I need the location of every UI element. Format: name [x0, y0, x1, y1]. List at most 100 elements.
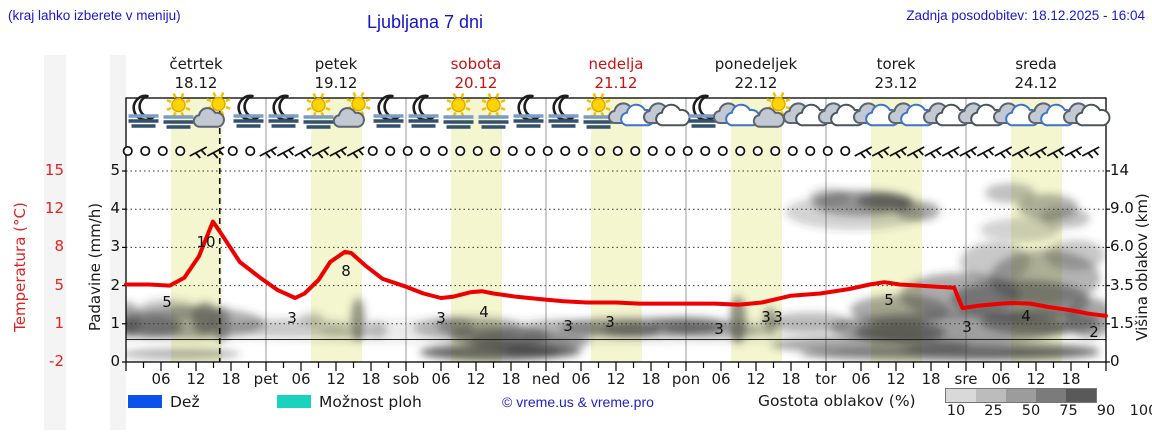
temp-tick: 5	[54, 275, 64, 294]
hour-label: 12	[466, 370, 486, 388]
temperature-value-label: 3	[563, 317, 573, 335]
density-swatch	[976, 389, 1006, 402]
temperature-value-label: 3	[773, 308, 783, 326]
wind-barb-icon	[871, 146, 890, 159]
sun-fog-icon	[478, 92, 509, 129]
day-date: 24.12	[1014, 74, 1058, 92]
temperature-value-label: 10	[196, 233, 216, 251]
calm-wind-icon	[367, 145, 378, 157]
location-hint[interactable]: (kraj lahko izberete v meniju)	[8, 8, 181, 23]
wind-barb-icon	[959, 146, 978, 159]
calm-wind-icon	[822, 145, 833, 157]
calm-wind-icon	[472, 145, 483, 157]
cloud-height-tick: 9.0	[1110, 199, 1134, 218]
cloud-density-scale	[945, 388, 1097, 403]
calm-wind-icon	[175, 145, 186, 157]
calm-wind-icon	[245, 145, 256, 157]
wind-barb-icon	[941, 146, 960, 159]
wind-barb-icon	[276, 146, 295, 159]
hour-label: 06	[711, 370, 731, 388]
temperature-value-label: 3	[714, 320, 724, 338]
calm-wind-icon	[735, 145, 746, 157]
sun-fog-icon	[163, 92, 194, 129]
temp-tick: 1	[54, 313, 64, 332]
density-tick-label: 25	[984, 403, 1003, 419]
cloud-height-tick: 3.5	[1110, 275, 1134, 294]
legend-showers-swatch	[277, 395, 311, 408]
hour-label: sre	[954, 370, 978, 388]
left-gutter-strip	[44, 55, 66, 430]
temperature-value-label: 4	[479, 303, 489, 321]
day-name: sobota	[450, 55, 502, 73]
day-name: ponedeljek	[714, 55, 798, 73]
hour-label: 06	[151, 370, 171, 388]
calm-wind-icon	[122, 145, 133, 157]
calm-wind-icon	[507, 145, 518, 157]
temp-tick: 8	[54, 237, 64, 256]
temp-tick: 15	[44, 161, 64, 179]
calm-wind-icon	[630, 145, 641, 157]
precip-tick: 1	[110, 313, 120, 332]
day-header-sreda: sreda 24.12	[966, 55, 1106, 93]
day-header-torek: torek 23.12	[826, 55, 966, 93]
hour-label: 12	[886, 370, 906, 388]
cloud-height-tick: 1.5	[1110, 313, 1134, 332]
day-name: nedelja	[588, 55, 644, 73]
credit-link[interactable]: © vreme.us & vreme.pro	[502, 394, 654, 410]
calm-wind-icon	[157, 145, 168, 157]
sun-cloud-icon	[192, 91, 231, 128]
density-swatch	[1006, 389, 1036, 402]
temperature-value-label: 3	[761, 308, 771, 326]
hour-label: 12	[1026, 370, 1046, 388]
hour-label: 12	[606, 370, 626, 388]
temperature-value-label: 5	[884, 291, 894, 309]
weather-icons-row	[128, 91, 1111, 129]
wind-barb-icon	[294, 146, 313, 159]
hour-label: 06	[291, 370, 311, 388]
cloud-height-tick: 6.0	[1110, 237, 1134, 256]
density-swatch	[1036, 389, 1066, 402]
temp-tick: 12	[44, 199, 64, 218]
moon-fog-icon	[408, 94, 439, 128]
calm-wind-icon	[612, 145, 623, 157]
calm-wind-icon	[227, 145, 238, 157]
temperature-value-label: 3	[962, 318, 972, 336]
hour-label: 06	[991, 370, 1011, 388]
day-header-sobota: sobota 20.12	[406, 55, 546, 93]
day-name: sreda	[1015, 55, 1057, 73]
day-header-petek: petek 19.12	[266, 55, 406, 93]
moon-fog-icon	[128, 94, 159, 128]
calm-wind-icon	[525, 145, 536, 157]
hour-label: pet	[253, 370, 279, 388]
temperature-value-label: 3	[436, 309, 446, 327]
temperature-line	[124, 219, 1108, 318]
wind-barb-icon	[1029, 146, 1048, 159]
temperature-value-label: 8	[341, 262, 351, 280]
hour-label: 18	[641, 370, 661, 388]
calm-wind-icon	[787, 145, 798, 157]
legend-rain-label: Dež	[170, 393, 200, 411]
day-name: torek	[876, 55, 916, 73]
temperature-value-label: 4	[1021, 307, 1031, 325]
density-tick-label: 10	[946, 403, 966, 419]
density-tick-label: 50	[1021, 403, 1041, 419]
moon-fog-icon	[688, 94, 719, 128]
calm-wind-icon	[665, 145, 676, 157]
hour-label: 18	[921, 370, 941, 388]
wind-barb-icon	[906, 146, 925, 159]
calm-wind-icon	[595, 145, 606, 157]
day-date: 20.12	[454, 74, 498, 92]
calm-wind-icon	[140, 145, 151, 157]
wind-barb-icon	[311, 146, 330, 159]
moon-fog-icon	[513, 94, 544, 128]
density-tick-label: 90	[1096, 403, 1116, 419]
cloud-icon	[1063, 102, 1111, 127]
page-title: Ljubljana 7 dni	[366, 12, 484, 32]
day-date: 19.12	[314, 74, 358, 92]
last-update: Zadnja posodobitev: 18.12.2025 - 16:04	[906, 8, 1145, 23]
calm-wind-icon	[770, 145, 781, 157]
calm-wind-icon	[385, 145, 396, 157]
cloud-height-tick: 14	[1110, 161, 1130, 179]
calm-wind-icon	[420, 145, 431, 157]
wind-barb-icon	[1046, 146, 1065, 159]
